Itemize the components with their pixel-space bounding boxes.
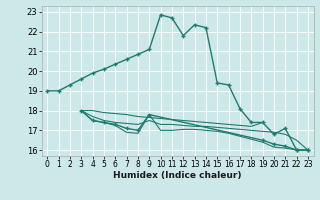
X-axis label: Humidex (Indice chaleur): Humidex (Indice chaleur) bbox=[113, 171, 242, 180]
